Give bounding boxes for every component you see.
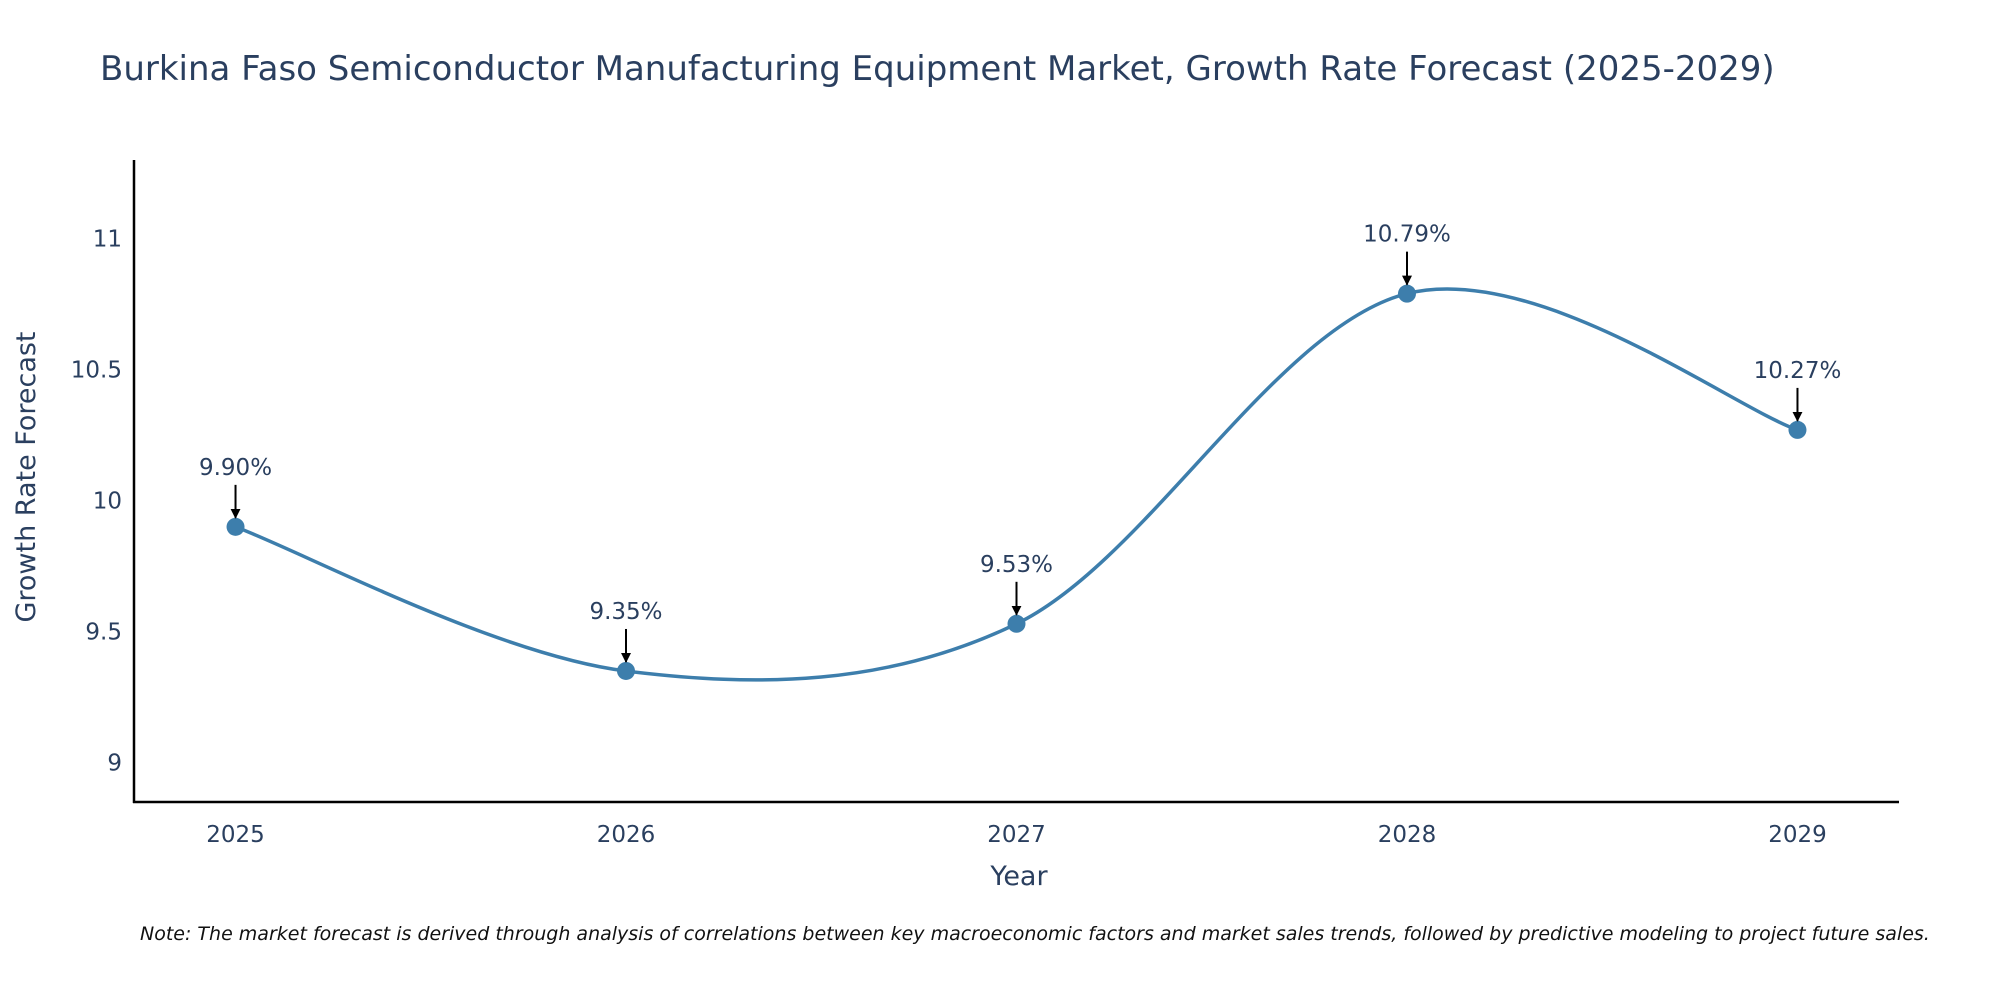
y-tick-label: 11 — [93, 227, 122, 253]
x-tick-label: 2028 — [1378, 822, 1437, 848]
x-tick-label: 2027 — [987, 822, 1046, 848]
y-axis-title: Growth Rate Forecast — [11, 331, 42, 622]
data-point — [1788, 420, 1807, 439]
data-label: 10.27% — [1754, 358, 1842, 384]
data-point — [1397, 284, 1416, 303]
x-axis-title: Year — [989, 861, 1048, 892]
chart-title: Burkina Faso Semiconductor Manufacturing… — [100, 49, 1775, 89]
data-points — [226, 284, 1807, 680]
footnote: Note: The market forecast is derived thr… — [140, 923, 1930, 945]
data-label: 10.79% — [1363, 222, 1451, 248]
data-label: 9.35% — [589, 599, 662, 625]
data-label: 9.90% — [199, 455, 272, 481]
data-point — [617, 661, 636, 680]
y-tick-label: 10.5 — [71, 358, 122, 384]
series-line — [234, 287, 1799, 682]
x-axis-ticks: 2025 2026 2027 2028 2029 — [206, 822, 1826, 848]
data-point — [226, 517, 245, 536]
y-tick-label: 9 — [107, 751, 122, 777]
y-axis-ticks: 9 9.5 10 10.5 11 — [71, 227, 122, 777]
x-tick-label: 2026 — [597, 822, 656, 848]
y-tick-label: 10 — [93, 489, 122, 515]
data-label: 9.53% — [980, 552, 1053, 578]
x-tick-label: 2025 — [206, 822, 265, 848]
x-tick-label: 2029 — [1768, 822, 1827, 848]
data-labels: 9.90% 9.35% 9.53% 10.79% 10.27% — [199, 222, 1842, 663]
y-tick-label: 9.5 — [85, 620, 122, 646]
data-point — [1007, 614, 1026, 633]
